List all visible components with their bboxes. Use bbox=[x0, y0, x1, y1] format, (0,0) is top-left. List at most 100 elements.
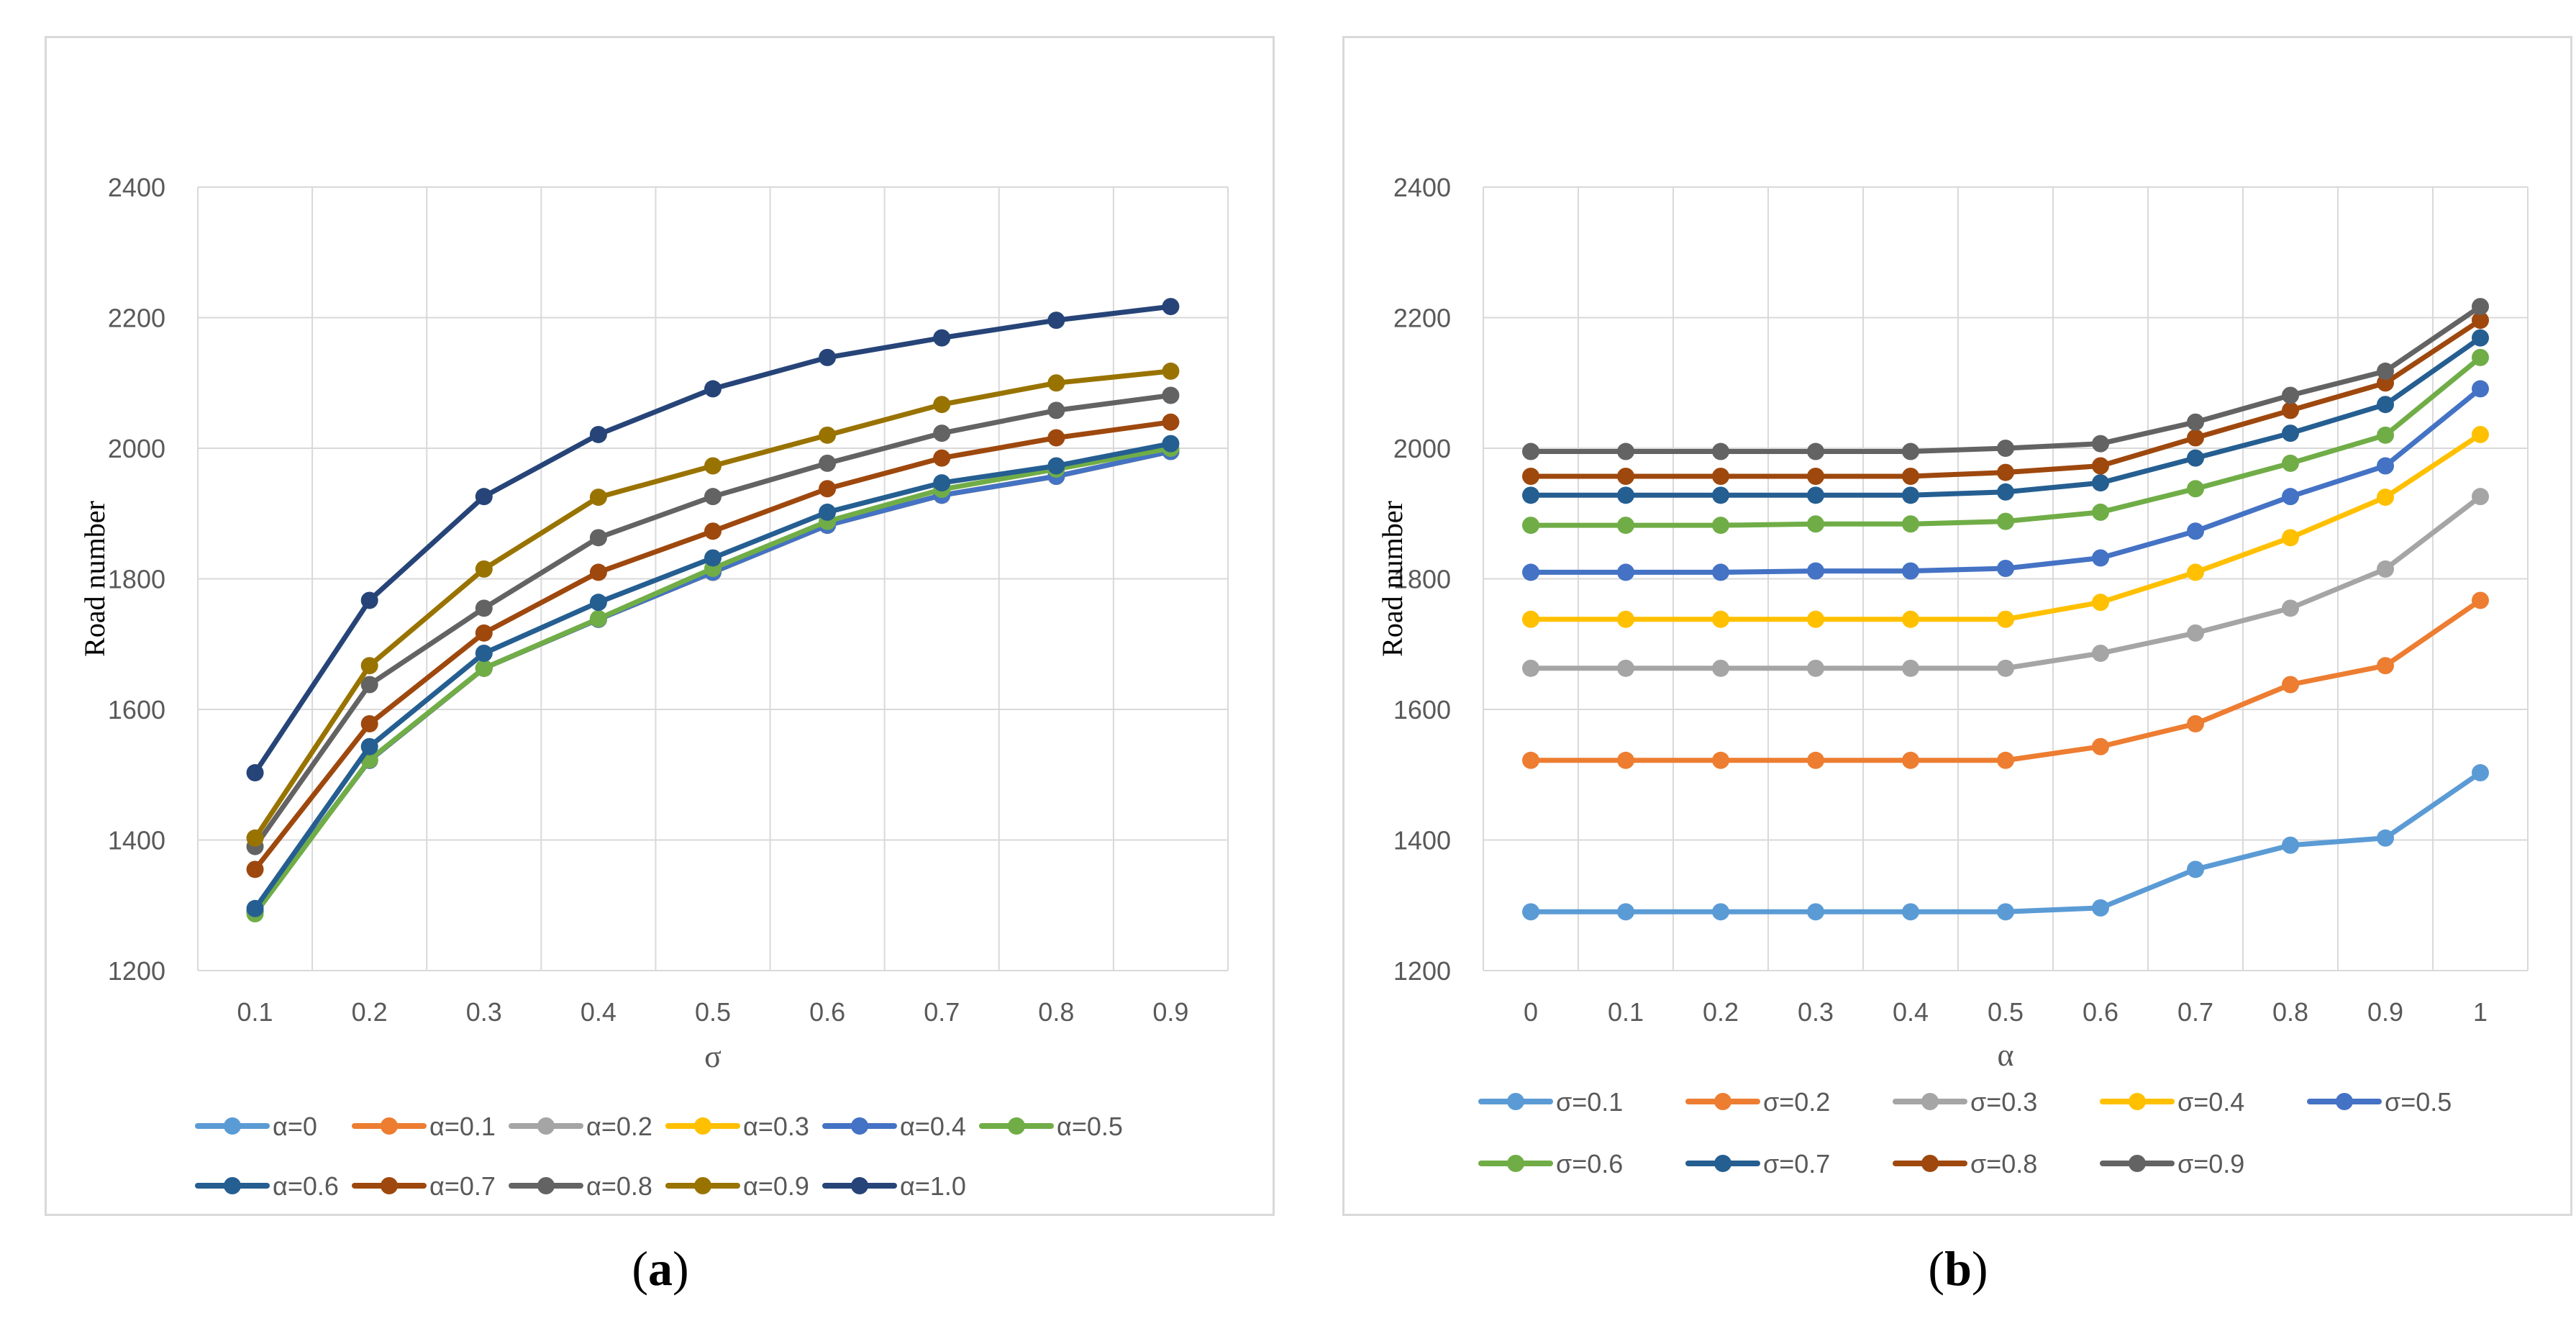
legend-label: σ=0.3 bbox=[1970, 1087, 2037, 1117]
data-point bbox=[2092, 457, 2109, 475]
data-point bbox=[1047, 312, 1065, 330]
legend-label: α=0.8 bbox=[586, 1171, 652, 1201]
data-point bbox=[2282, 401, 2299, 419]
data-point bbox=[360, 591, 378, 609]
y-tick-label: 1200 bbox=[108, 956, 165, 986]
data-point bbox=[1162, 413, 1180, 431]
data-point bbox=[1522, 517, 1539, 535]
data-point bbox=[2377, 560, 2394, 578]
y-tick-label: 2400 bbox=[1393, 173, 1451, 202]
legend-label: α=0.2 bbox=[586, 1112, 652, 1141]
data-point bbox=[1807, 515, 1824, 533]
x-tick-label: 0.7 bbox=[924, 997, 960, 1027]
data-point bbox=[2282, 454, 2299, 472]
legend-label: σ=0.2 bbox=[1763, 1087, 1830, 1117]
data-point bbox=[1617, 468, 1634, 486]
x-tick-label: 0.3 bbox=[1798, 997, 1834, 1027]
legend-label: α=0.5 bbox=[1057, 1112, 1123, 1141]
legend-swatch-marker bbox=[1714, 1155, 1731, 1172]
data-point bbox=[246, 829, 264, 847]
x-tick-label: 0.7 bbox=[2177, 997, 2213, 1027]
data-point bbox=[2187, 522, 2204, 540]
legend-label: α=0.4 bbox=[900, 1112, 966, 1141]
data-point bbox=[1902, 442, 1919, 460]
chart-a-svg: 1200 1400 1600 1800 2000 2200 2400 0.1 0.2 0.3 0.4… bbox=[78, 173, 1229, 1201]
data-point bbox=[1162, 362, 1180, 380]
x-tick-label: 0.4 bbox=[1893, 997, 1929, 1027]
data-point bbox=[1617, 751, 1634, 769]
data-point bbox=[1047, 457, 1065, 475]
y-tick-label: 1800 bbox=[108, 565, 165, 594]
data-point bbox=[1997, 659, 2014, 677]
data-point bbox=[1617, 610, 1634, 628]
x-tick-label: 0.8 bbox=[2272, 997, 2308, 1027]
data-point bbox=[2187, 413, 2204, 431]
data-point bbox=[589, 425, 607, 443]
data-point bbox=[1807, 486, 1824, 504]
data-point bbox=[1522, 903, 1539, 921]
legend-swatch-marker bbox=[1921, 1155, 1939, 1172]
data-point bbox=[2377, 829, 2394, 847]
data-point bbox=[1902, 659, 1919, 677]
data-point bbox=[1807, 903, 1824, 921]
legend-swatch-marker bbox=[1714, 1093, 1731, 1110]
legend-swatch-marker bbox=[851, 1177, 868, 1194]
legend-swatch-marker bbox=[224, 1177, 241, 1194]
data-point bbox=[819, 348, 837, 366]
legend-label: α=0.7 bbox=[429, 1171, 496, 1201]
data-point bbox=[246, 899, 264, 917]
data-point bbox=[2377, 657, 2394, 675]
data-point bbox=[704, 380, 722, 398]
legend-swatch-marker bbox=[224, 1117, 241, 1135]
data-point bbox=[2092, 899, 2109, 917]
series-line bbox=[252, 441, 1173, 912]
data-point bbox=[1807, 442, 1824, 460]
legend-swatch-marker bbox=[1008, 1117, 1025, 1135]
x-tick-label: 0.6 bbox=[2083, 997, 2118, 1027]
legend-swatch-marker bbox=[537, 1117, 555, 1135]
legend-label: σ=0.9 bbox=[2177, 1149, 2244, 1179]
data-point bbox=[704, 549, 722, 567]
data-point bbox=[1162, 435, 1180, 453]
data-point bbox=[246, 861, 264, 878]
data-point bbox=[2187, 480, 2204, 498]
data-point bbox=[360, 657, 378, 675]
legend-swatch-marker bbox=[381, 1117, 398, 1135]
legend-label: σ=0.7 bbox=[1763, 1149, 1830, 1179]
data-point bbox=[1712, 563, 1729, 581]
data-point bbox=[2282, 836, 2299, 854]
data-point bbox=[2092, 549, 2109, 567]
data-point bbox=[704, 522, 722, 540]
data-point bbox=[475, 624, 493, 642]
data-point bbox=[475, 644, 493, 662]
legend-swatch-marker bbox=[694, 1177, 711, 1194]
data-point bbox=[1522, 659, 1539, 677]
data-point bbox=[475, 560, 493, 578]
legend-label: α=0.9 bbox=[743, 1171, 809, 1201]
x-tick-label: 0.5 bbox=[695, 997, 731, 1027]
series-line bbox=[252, 449, 1173, 914]
data-point bbox=[2472, 329, 2489, 347]
data-point bbox=[475, 599, 493, 617]
data-point bbox=[933, 329, 951, 347]
data-point bbox=[819, 480, 837, 498]
legend-swatch-marker bbox=[2336, 1093, 2353, 1110]
caption-b-label: b bbox=[1944, 1241, 1972, 1296]
x-tick-label: 0 bbox=[1524, 997, 1538, 1027]
data-point bbox=[2472, 298, 2489, 316]
data-point bbox=[1712, 517, 1729, 535]
data-point bbox=[1997, 610, 2014, 628]
data-point bbox=[1522, 563, 1539, 581]
data-point bbox=[1712, 751, 1729, 769]
data-point bbox=[933, 449, 951, 467]
data-point bbox=[2187, 714, 2204, 732]
data-point bbox=[2472, 312, 2489, 330]
data-point bbox=[2377, 426, 2394, 444]
chart-panel-a: 1200 1400 1600 1800 2000 2200 2400 0.1 0.2 0.3 0.4… bbox=[45, 36, 1275, 1216]
legend-swatch-marker bbox=[1921, 1093, 1939, 1110]
chart-b-svg: 1200 1400 1600 1800 2000 2200 2400 0 0.1 0.2 0.3 0.… bbox=[1376, 173, 2529, 1179]
y-tick-label: 1400 bbox=[108, 826, 165, 855]
data-point bbox=[1617, 659, 1634, 677]
data-point bbox=[589, 489, 607, 507]
data-point bbox=[2282, 599, 2299, 617]
